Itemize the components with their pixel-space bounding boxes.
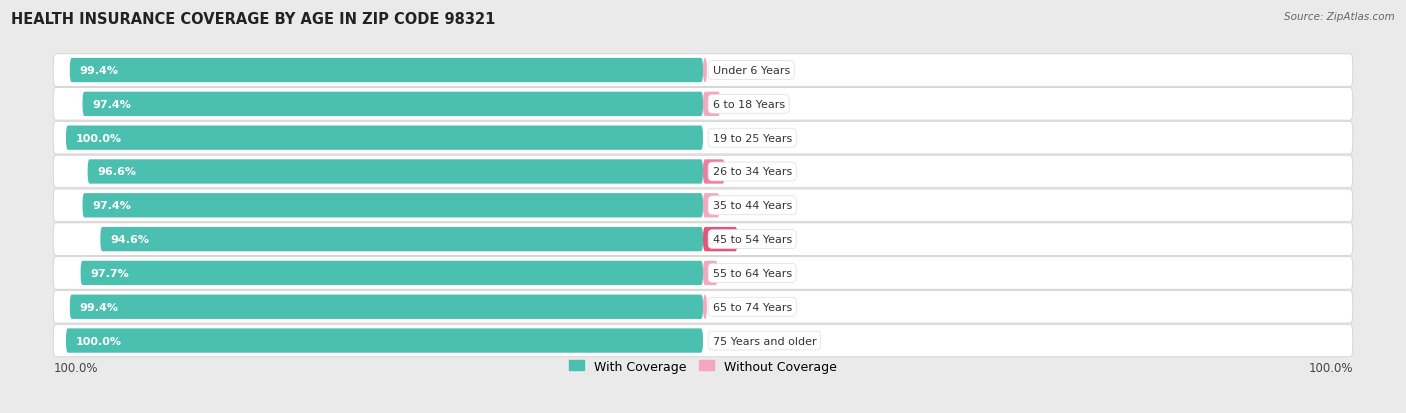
FancyBboxPatch shape bbox=[703, 295, 707, 319]
Text: 94.6%: 94.6% bbox=[110, 235, 149, 244]
FancyBboxPatch shape bbox=[703, 59, 707, 83]
FancyBboxPatch shape bbox=[53, 257, 1353, 290]
FancyBboxPatch shape bbox=[703, 261, 717, 285]
Text: 5.4%: 5.4% bbox=[754, 235, 782, 244]
Text: 45 to 54 Years: 45 to 54 Years bbox=[713, 235, 792, 244]
Legend: With Coverage, Without Coverage: With Coverage, Without Coverage bbox=[564, 355, 842, 377]
FancyBboxPatch shape bbox=[83, 93, 703, 117]
FancyBboxPatch shape bbox=[70, 59, 703, 83]
FancyBboxPatch shape bbox=[703, 93, 720, 117]
FancyBboxPatch shape bbox=[53, 223, 1353, 256]
Text: 2.6%: 2.6% bbox=[735, 201, 763, 211]
FancyBboxPatch shape bbox=[87, 160, 703, 184]
FancyBboxPatch shape bbox=[100, 228, 703, 252]
Text: 0.0%: 0.0% bbox=[723, 133, 751, 143]
FancyBboxPatch shape bbox=[53, 55, 1353, 87]
FancyBboxPatch shape bbox=[53, 291, 1353, 323]
Text: 26 to 34 Years: 26 to 34 Years bbox=[713, 167, 792, 177]
FancyBboxPatch shape bbox=[703, 228, 737, 252]
FancyBboxPatch shape bbox=[53, 156, 1353, 188]
Text: 100.0%: 100.0% bbox=[53, 361, 98, 374]
FancyBboxPatch shape bbox=[703, 160, 724, 184]
Text: 99.4%: 99.4% bbox=[79, 302, 118, 312]
FancyBboxPatch shape bbox=[66, 126, 703, 150]
Text: 97.4%: 97.4% bbox=[91, 100, 131, 109]
Text: 0.61%: 0.61% bbox=[723, 66, 758, 76]
FancyBboxPatch shape bbox=[66, 329, 703, 353]
Text: Source: ZipAtlas.com: Source: ZipAtlas.com bbox=[1284, 12, 1395, 22]
Text: HEALTH INSURANCE COVERAGE BY AGE IN ZIP CODE 98321: HEALTH INSURANCE COVERAGE BY AGE IN ZIP … bbox=[11, 12, 496, 27]
Text: Under 6 Years: Under 6 Years bbox=[713, 66, 790, 76]
FancyBboxPatch shape bbox=[703, 194, 720, 218]
FancyBboxPatch shape bbox=[70, 295, 703, 319]
FancyBboxPatch shape bbox=[53, 88, 1353, 121]
Text: 6 to 18 Years: 6 to 18 Years bbox=[713, 100, 785, 109]
Text: 100.0%: 100.0% bbox=[76, 133, 121, 143]
Text: 65 to 74 Years: 65 to 74 Years bbox=[713, 302, 792, 312]
Text: 0.61%: 0.61% bbox=[723, 302, 758, 312]
Text: 2.3%: 2.3% bbox=[734, 268, 762, 278]
FancyBboxPatch shape bbox=[53, 325, 1353, 357]
FancyBboxPatch shape bbox=[80, 261, 703, 285]
FancyBboxPatch shape bbox=[53, 122, 1353, 154]
Text: 96.6%: 96.6% bbox=[97, 167, 136, 177]
Text: 3.4%: 3.4% bbox=[741, 167, 769, 177]
Text: 100.0%: 100.0% bbox=[1308, 361, 1353, 374]
Text: 2.7%: 2.7% bbox=[737, 100, 765, 109]
Text: 35 to 44 Years: 35 to 44 Years bbox=[713, 201, 792, 211]
FancyBboxPatch shape bbox=[83, 194, 703, 218]
Text: 100.0%: 100.0% bbox=[76, 336, 121, 346]
Text: 0.0%: 0.0% bbox=[723, 336, 751, 346]
Text: 97.4%: 97.4% bbox=[91, 201, 131, 211]
Text: 19 to 25 Years: 19 to 25 Years bbox=[713, 133, 792, 143]
Text: 99.4%: 99.4% bbox=[79, 66, 118, 76]
FancyBboxPatch shape bbox=[53, 190, 1353, 222]
Text: 55 to 64 Years: 55 to 64 Years bbox=[713, 268, 792, 278]
Text: 75 Years and older: 75 Years and older bbox=[713, 336, 815, 346]
Text: 97.7%: 97.7% bbox=[90, 268, 129, 278]
